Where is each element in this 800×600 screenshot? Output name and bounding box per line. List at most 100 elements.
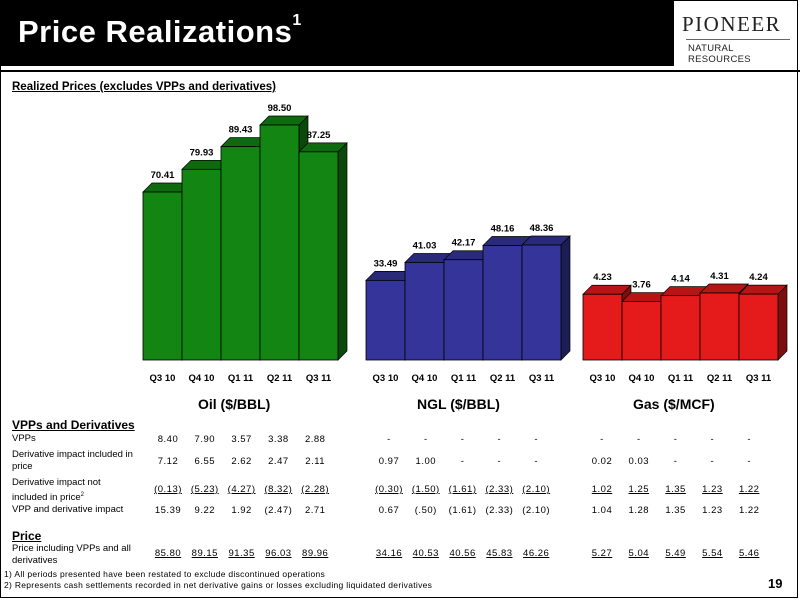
ngl-table-cell: 46.26: [523, 548, 550, 559]
gas-table-cell: -: [710, 434, 715, 445]
oil-value-label: 87.25: [307, 130, 331, 141]
ngl-chart: 33.49 Q3 10 41.03 Q4 10 42.17 Q1 11 48.16 Q2 11…: [365, 223, 571, 384]
gas-bar: [660, 295, 701, 361]
oil-value-label: 79.93: [190, 147, 214, 158]
ngl-table-cell: 1.00: [415, 456, 437, 467]
ngl-value-label: 42.17: [452, 238, 476, 249]
oil-bar-top: [298, 142, 348, 153]
oil-table-cell: 96.03: [265, 548, 292, 559]
gas-value-label: 4.23: [593, 272, 612, 283]
oil-category-label: Q4 10: [189, 373, 215, 384]
oil-category-label: Q2 11: [267, 373, 293, 384]
gas-table-cell: 1.22: [738, 505, 760, 516]
gas-category-label: Q2 11: [707, 373, 733, 384]
gas-bar-top: [738, 284, 788, 295]
oil-table-cell: 2.62: [231, 456, 252, 467]
gas-table-cell: -: [673, 456, 678, 467]
gas-bar-top: [699, 283, 749, 294]
gas-category-label: Q4 10: [629, 373, 655, 384]
oil-chart: 70.41 Q3 10 79.93 Q4 10 89.43 Q1 11 98.50 Q2 11…: [142, 103, 348, 384]
ngl-bar: [365, 279, 406, 361]
ngl-value-label: 48.16: [491, 223, 515, 234]
vpp-derivatives-heading: VPPs and Derivatives: [12, 418, 135, 432]
header: Price Realizations1 PIONEER NATURAL RESO…: [0, 0, 800, 70]
gas-table-cell: 5.49: [665, 548, 686, 559]
gas-table-cell: 5.54: [702, 548, 723, 559]
chart-heading: Realized Prices (excludes VPPs and deriv…: [12, 81, 276, 93]
ngl-value-label: 33.49: [374, 258, 398, 269]
oil-category-label: Q3 11: [306, 373, 332, 384]
ngl-table-cell: (1.61): [448, 505, 477, 516]
oil-value-label: 89.43: [229, 125, 253, 136]
ngl-table-cell: (2.33): [485, 505, 514, 516]
oil-value-label: 98.50: [268, 103, 292, 114]
row-label-vpp-derivative-impact: VPP and derivative impact: [12, 504, 124, 515]
gas-table-cell: -: [747, 434, 752, 445]
gas-bar: [582, 293, 623, 361]
ngl-table-cell: 0.67: [378, 505, 400, 516]
oil-table-cell: (2.47): [264, 505, 293, 516]
gas-value-label: 4.24: [749, 272, 768, 283]
logo-name: PIONEER: [682, 12, 782, 36]
ngl-table-cell: -: [387, 434, 391, 445]
oil-bar-top: [259, 115, 309, 126]
ngl-table-cell: -: [534, 456, 539, 467]
gas-table-cell: -: [600, 434, 604, 445]
oil-table-cell: 8.40: [157, 434, 179, 445]
ngl-table-cell: (.50): [414, 505, 437, 516]
logo-rule: [686, 39, 790, 40]
gas-chart-title: Gas ($/MCF): [633, 396, 715, 412]
ngl-bar-side: [560, 235, 571, 361]
ngl-bar: [404, 262, 445, 361]
ngl-table-cell: 40.53: [412, 548, 439, 559]
ngl-value-label: 48.36: [530, 223, 554, 234]
gas-value-label: 4.31: [710, 271, 729, 282]
gas-table-cell: 5.27: [591, 548, 613, 559]
gas-table-cell: 0.02: [591, 456, 613, 467]
gas-table-cell: 5.04: [628, 548, 650, 559]
gas-value-label: 3.76: [632, 280, 651, 291]
oil-chart-title: Oil ($/BBL): [198, 396, 271, 412]
logo-subtitle: NATURAL RESOURCES: [688, 43, 751, 65]
gas-category-label: Q3 10: [590, 373, 616, 384]
ngl-table-cell: 40.56: [449, 548, 476, 559]
gas-table-cell: 1.25: [628, 484, 650, 495]
gas-table-cell: 1.23: [702, 484, 723, 495]
oil-table-cell: 15.39: [154, 505, 182, 516]
gas-value-label: 4.14: [671, 274, 690, 285]
gas-bar-top: [582, 284, 632, 295]
gas-table-cell: 0.03: [628, 456, 650, 467]
gas-table-cell: 1.23: [702, 505, 723, 516]
gas-category-label: Q1 11: [668, 373, 694, 384]
oil-table-cell: 89.96: [302, 548, 329, 559]
ngl-table-cell: (1.50): [411, 484, 440, 495]
gas-table-cell: 1.22: [738, 484, 760, 495]
ngl-table-cell: 45.83: [486, 548, 513, 559]
ngl-table-cell: (0.30): [375, 484, 403, 495]
gas-table-cell: -: [636, 434, 641, 445]
gas-category-label: Q3 11: [746, 373, 772, 384]
gas-table-cell: 1.28: [628, 505, 650, 516]
oil-bar: [181, 168, 222, 361]
ngl-table-cell: 0.97: [378, 456, 400, 467]
ngl-table-cell: -: [423, 434, 428, 445]
ngl-table-cell: (2.10): [522, 484, 551, 495]
ngl-table-cell: -: [497, 456, 502, 467]
ngl-table-cell: -: [460, 456, 465, 467]
gas-table-cell: 5.46: [738, 548, 760, 559]
ngl-category-label: Q2 11: [490, 373, 516, 384]
ngl-value-label: 41.03: [413, 240, 437, 251]
gas-table-cell: -: [710, 456, 715, 467]
oil-table-cell: 3.38: [268, 434, 289, 445]
ngl-category-label: Q3 11: [529, 373, 555, 384]
oil-table-cell: 91.35: [228, 548, 255, 559]
gas-bar: [621, 301, 662, 361]
oil-table-cell: 85.80: [154, 548, 182, 559]
oil-table-cell: 6.55: [194, 456, 216, 467]
ngl-bar: [443, 259, 484, 361]
row-label-vpps: VPPs: [12, 433, 36, 444]
oil-table-cell: 1.92: [231, 505, 252, 516]
oil-category-label: Q3 10: [150, 373, 176, 384]
oil-bar: [220, 146, 261, 361]
gas-table-cell: 1.35: [665, 505, 686, 516]
